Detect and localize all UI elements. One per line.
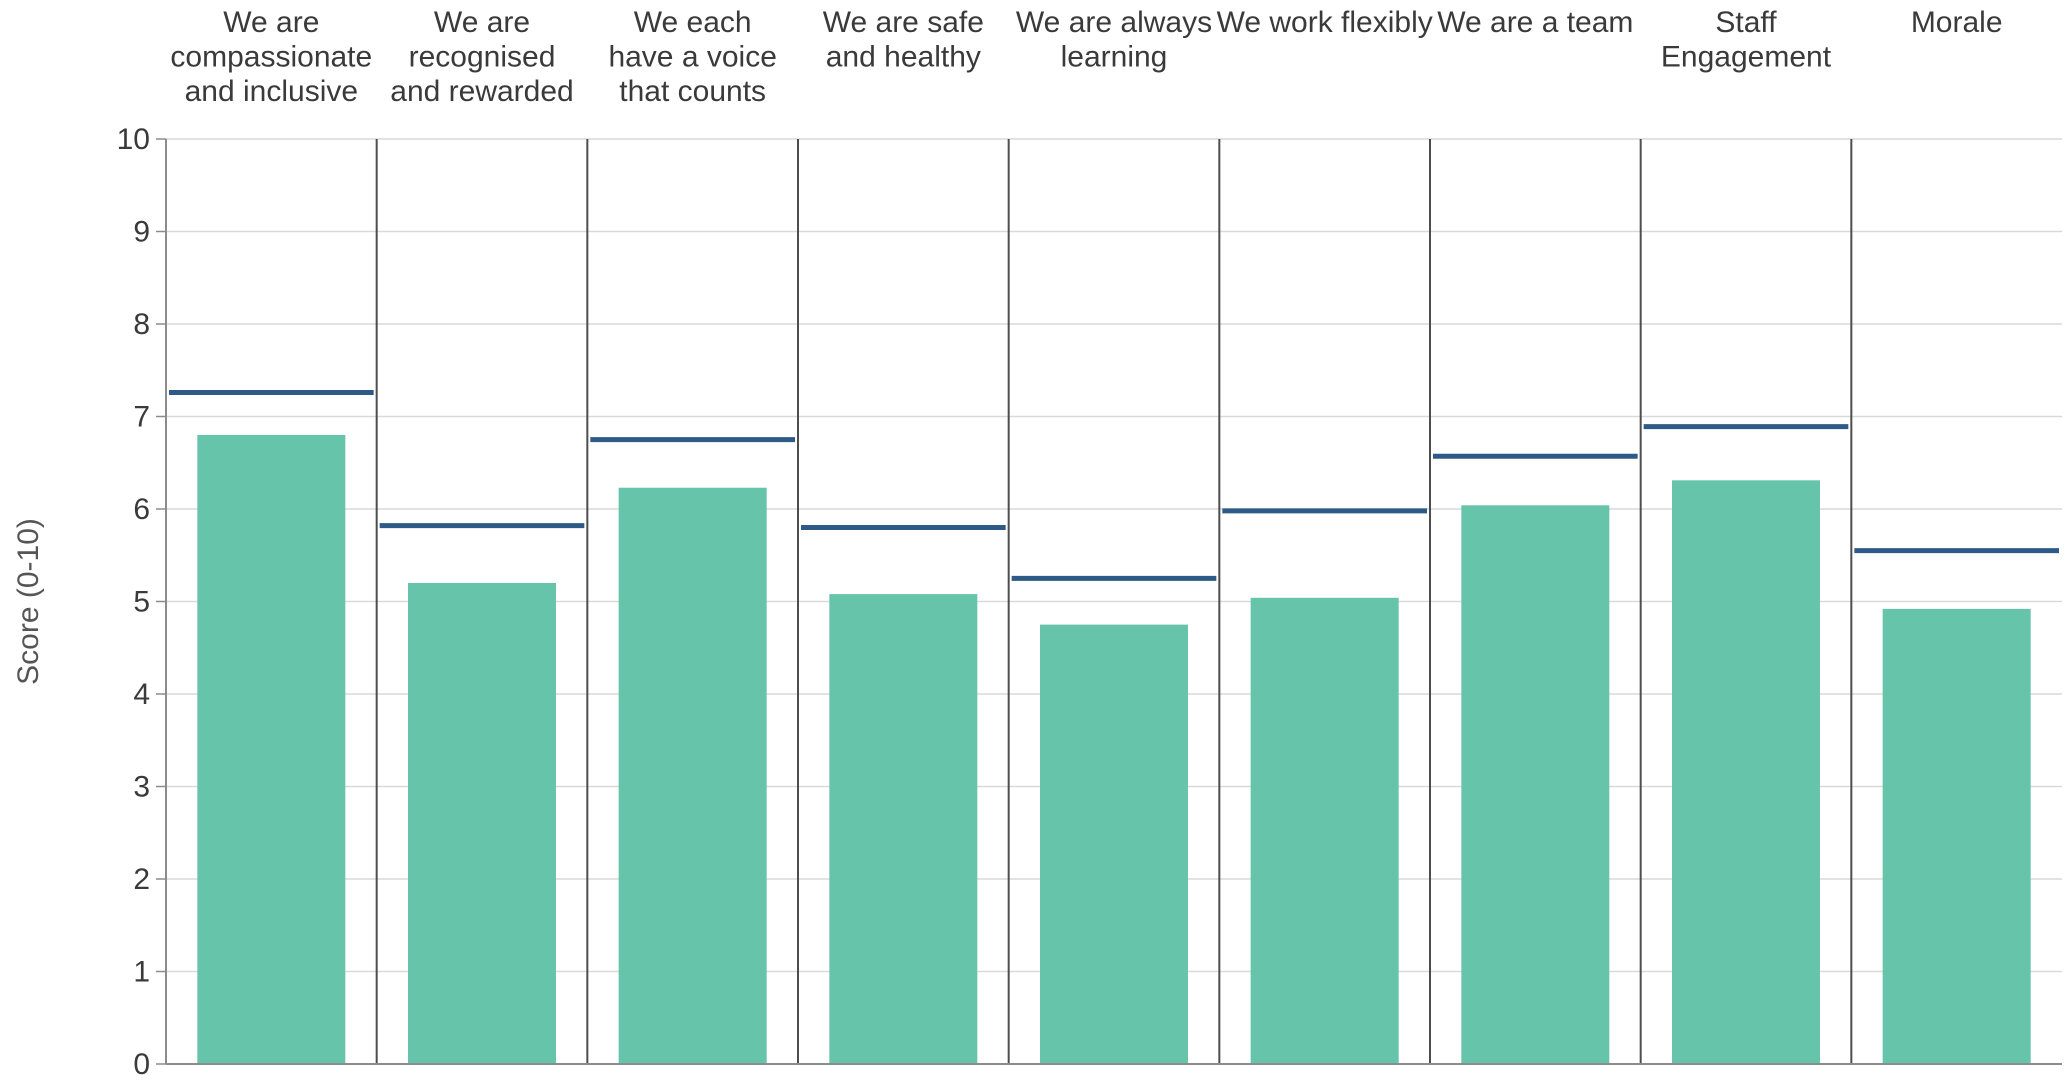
bar <box>1672 480 1820 1064</box>
y-tick-label: 8 <box>133 308 150 341</box>
category-label: We are safe and healthy <box>823 6 984 74</box>
category-label: We each have a voice that counts <box>608 6 776 108</box>
y-tick-label: 1 <box>133 956 150 989</box>
category-label: We work flexibly <box>1217 6 1433 39</box>
comparison-markers <box>169 389 2059 581</box>
bar <box>1882 608 2031 1064</box>
bar <box>829 594 978 1064</box>
y-tick-label: 3 <box>133 771 150 804</box>
y-axis-title: Score (0-10) <box>12 518 45 685</box>
bar <box>1250 597 1399 1064</box>
y-axis <box>156 138 2062 1065</box>
y-tick-label: 2 <box>133 863 150 896</box>
category-label: We are recognised and rewarded <box>390 6 573 108</box>
y-tick-label: 6 <box>133 493 150 526</box>
category-label: We are a team <box>1437 6 1633 39</box>
y-tick-label: 9 <box>133 216 150 249</box>
category-dividers <box>375 139 1853 1064</box>
category-label: Staff Engagement <box>1661 6 1832 74</box>
bar <box>1461 505 1610 1064</box>
y-tick-label: 7 <box>133 401 150 434</box>
y-tick-label: 4 <box>133 678 150 711</box>
bar <box>197 435 346 1064</box>
category-label: We are compassionate and inclusive <box>170 6 372 108</box>
y-tick-label: 0 <box>133 1048 150 1080</box>
bar <box>408 583 556 1064</box>
y-tick-label: 5 <box>133 586 150 619</box>
y-tick-label: 10 <box>117 123 150 156</box>
bar <box>1040 624 1188 1064</box>
category-label: We are always learning <box>1016 6 1212 74</box>
bars <box>197 435 2031 1065</box>
y-tick-labels: 0 1 2 3 4 5 6 7 8 9 10 <box>117 123 150 1081</box>
category-label: Morale <box>1911 6 2003 39</box>
bar <box>618 487 767 1065</box>
